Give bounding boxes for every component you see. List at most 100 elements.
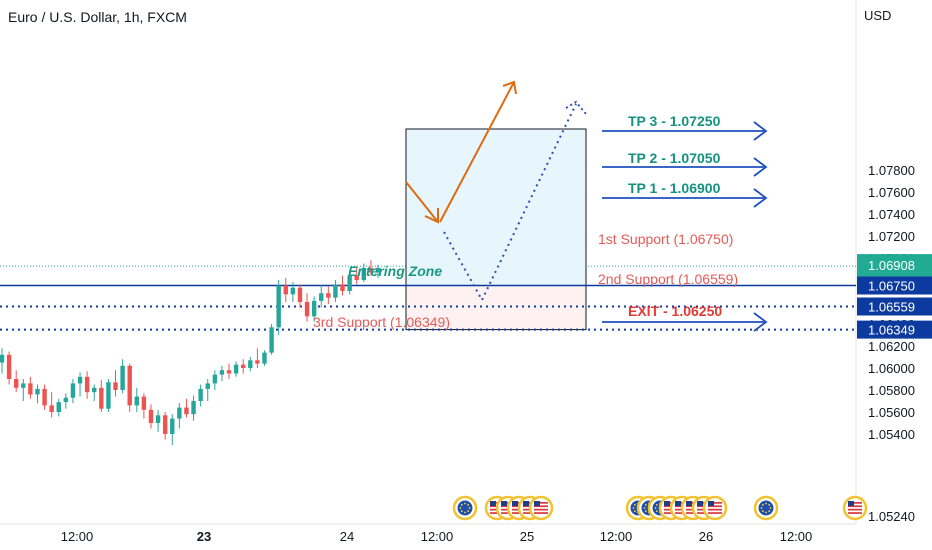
y-tick-label: 1.07600 — [868, 185, 915, 200]
y-tick-label: 1.05800 — [868, 383, 915, 398]
target-zone-box[interactable] — [405, 128, 587, 286]
candle — [162, 412, 168, 440]
exit-arrow-icon — [753, 312, 768, 332]
candle — [191, 395, 196, 421]
level-price-value: 1.06559 — [868, 300, 915, 315]
candle — [354, 266, 359, 285]
candle — [63, 393, 69, 409]
candle — [326, 286, 331, 305]
candle — [283, 277, 288, 302]
candle — [297, 284, 303, 308]
candle — [99, 380, 104, 412]
x-tick-label: 24 — [340, 529, 354, 544]
candle — [290, 282, 296, 302]
currency-label: USD — [864, 8, 891, 23]
candle — [120, 359, 125, 394]
us-flag-icon[interactable] — [528, 495, 554, 521]
level-price-tag: 1.06559 — [857, 297, 932, 316]
candle — [333, 280, 338, 302]
candle — [319, 285, 324, 308]
candle — [170, 414, 175, 445]
orange-up-arrowhead — [502, 80, 517, 95]
candle — [340, 275, 345, 296]
x-tick-label: 23 — [197, 529, 211, 544]
y-tick-label: 1.05240 — [868, 509, 915, 524]
orange-up-line — [439, 81, 515, 223]
support-label-1: 1st Support (1.06750) — [598, 231, 733, 247]
eu-flag-icon[interactable] — [753, 495, 779, 521]
candle — [233, 361, 239, 377]
candle — [113, 370, 118, 397]
y-tick-label: 1.07800 — [868, 163, 915, 178]
projected-dotted-line — [443, 103, 577, 303]
candle — [127, 363, 132, 412]
candle — [226, 363, 232, 379]
support-label-2: 2nd Support (1.06559) — [598, 271, 738, 287]
candle — [28, 376, 33, 399]
target-tp1[interactable]: TP 1 - 1.06900 — [602, 180, 768, 208]
candle — [92, 384, 97, 401]
candle — [56, 398, 61, 417]
tp2-arrow-icon — [753, 157, 768, 177]
candle — [148, 404, 154, 429]
y-tick-label: 1.07200 — [868, 229, 915, 244]
candle — [134, 387, 139, 412]
support-label-3: 3rd Support (1.06349) — [313, 314, 450, 330]
exit-label: EXIT - 1.06250 — [628, 303, 722, 319]
candle — [184, 398, 189, 418]
us-flag-icon[interactable] — [702, 495, 728, 521]
candle — [42, 384, 47, 410]
level-price-value: 1.06750 — [868, 279, 915, 294]
symbol-title: Euro / U.S. Dollar, 1h, FXCM — [8, 9, 187, 25]
candles — [0, 260, 381, 445]
level-price-value: 1.06349 — [868, 323, 915, 338]
eu-flag-icon[interactable] — [452, 495, 478, 521]
candle — [0, 348, 5, 374]
candle — [6, 351, 12, 385]
target-exit[interactable]: EXIT - 1.06250 — [602, 303, 768, 332]
tp1-label: TP 1 - 1.06900 — [628, 180, 721, 196]
candle — [77, 372, 83, 397]
x-tick-label: 12:00 — [600, 529, 633, 544]
time-axis[interactable]: 12:00 23 24 12:00 25 12:00 26 12:00 — [61, 529, 813, 544]
candle — [368, 260, 374, 276]
orange-down-arrowhead — [424, 208, 439, 224]
target-tp3[interactable]: TP 3 - 1.07250 — [602, 113, 768, 141]
price-axis[interactable]: 1.078001.076001.074001.072001.070001.068… — [868, 163, 915, 524]
projected-path[interactable] — [443, 100, 587, 303]
candle — [347, 271, 352, 295]
candle — [269, 324, 274, 355]
tp3-label: TP 3 - 1.07250 — [628, 113, 721, 129]
y-tick-label: 1.06200 — [868, 339, 915, 354]
orange-path[interactable] — [405, 80, 517, 224]
x-tick-label: 12:00 — [61, 529, 94, 544]
tp2-label: TP 2 - 1.07050 — [628, 150, 721, 166]
projected-arrowhead — [565, 100, 587, 115]
x-tick-label: 26 — [699, 529, 713, 544]
candle — [205, 379, 210, 401]
candle — [35, 384, 40, 404]
candle — [70, 379, 76, 404]
x-tick-label: 25 — [520, 529, 534, 544]
x-tick-label: 12:00 — [780, 529, 813, 544]
candle — [248, 357, 253, 372]
candle — [49, 392, 54, 418]
candle — [198, 384, 203, 407]
entry-zone-box[interactable] — [405, 285, 587, 331]
candle — [361, 263, 367, 283]
candle — [155, 409, 161, 432]
candle — [241, 359, 246, 374]
candle — [84, 371, 90, 399]
entering-zone-label: Entering Zone — [348, 263, 442, 279]
candle — [276, 280, 281, 335]
candle — [262, 350, 267, 366]
y-tick-label: 1.05400 — [868, 427, 915, 442]
tp3-arrow-icon — [753, 121, 768, 141]
target-tp2[interactable]: TP 2 - 1.07050 — [602, 150, 768, 177]
candle — [304, 293, 310, 322]
economic-events[interactable] — [452, 495, 868, 521]
us-flag-icon[interactable] — [842, 495, 868, 521]
level-price-tag: 1.06750 — [857, 276, 932, 295]
